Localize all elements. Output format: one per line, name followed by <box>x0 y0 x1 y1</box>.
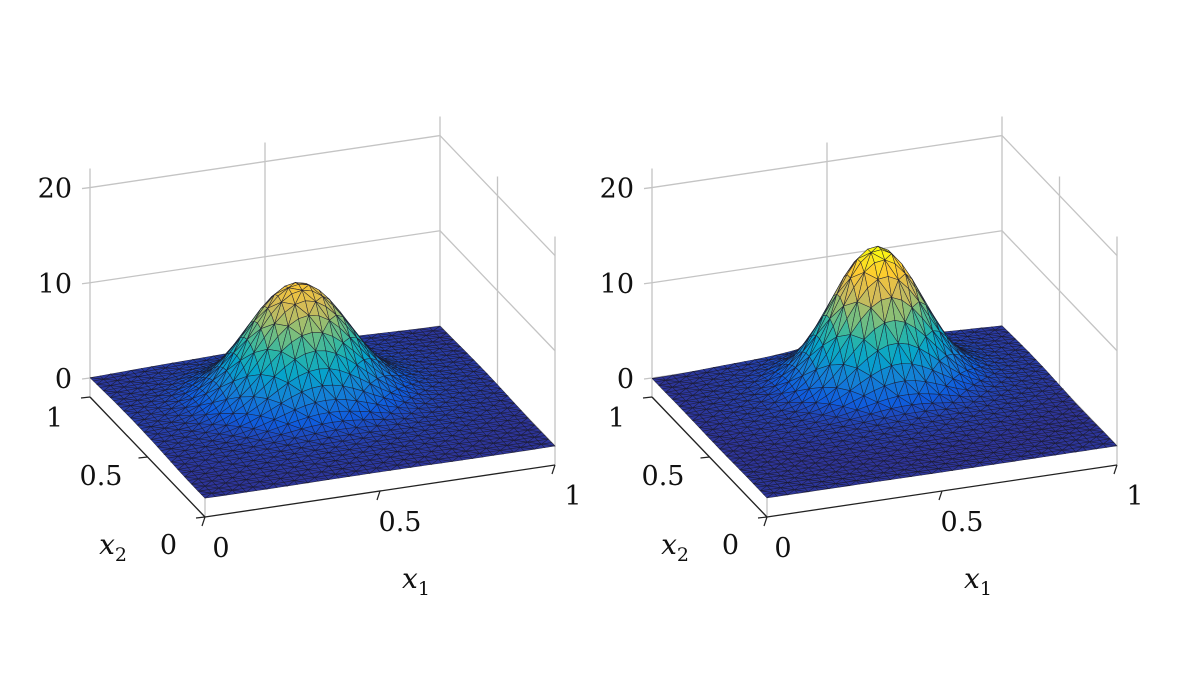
left-z-tick-10: 10 <box>38 269 72 300</box>
left-x-tick-0: 0 <box>212 533 229 564</box>
right-x-tick-0.5: 0.5 <box>941 507 984 538</box>
right-z-tick-0: 0 <box>617 364 634 395</box>
left-y-tick-0.5: 0.5 <box>80 461 123 492</box>
right-y-tick-0: 0 <box>722 530 739 561</box>
right-x-tick-1: 1 <box>1126 481 1143 512</box>
right-z-tick-10: 10 <box>600 269 634 300</box>
right-y-tick-0.5: 0.5 <box>642 461 685 492</box>
left-surface-mesh <box>90 283 555 499</box>
right-x-axis-label: x1 <box>964 562 992 600</box>
right-z-tick-20: 20 <box>600 174 634 205</box>
left-y-tick-0: 0 <box>160 530 177 561</box>
left-z-tick-0: 0 <box>55 364 72 395</box>
right-surface-mesh <box>652 246 1117 498</box>
right-surface-panel: 20 10 0 1 0.5 0 0 0.5 1 x2 x1 <box>600 117 1144 600</box>
left-y-tick-1: 1 <box>46 403 63 434</box>
left-z-tick-20: 20 <box>38 174 72 205</box>
left-x-tick-1: 1 <box>564 481 581 512</box>
left-x-axis-label: x1 <box>402 562 430 600</box>
left-x-tick-0.5: 0.5 <box>379 507 422 538</box>
left-y-axis-label: x2 <box>99 528 127 566</box>
left-surface-panel: 20 10 0 1 0.5 0 0 0.5 1 x2 x1 <box>38 117 582 600</box>
right-x-tick-0: 0 <box>774 533 791 564</box>
right-y-axis-label: x2 <box>661 528 689 566</box>
right-y-tick-1: 1 <box>608 403 625 434</box>
